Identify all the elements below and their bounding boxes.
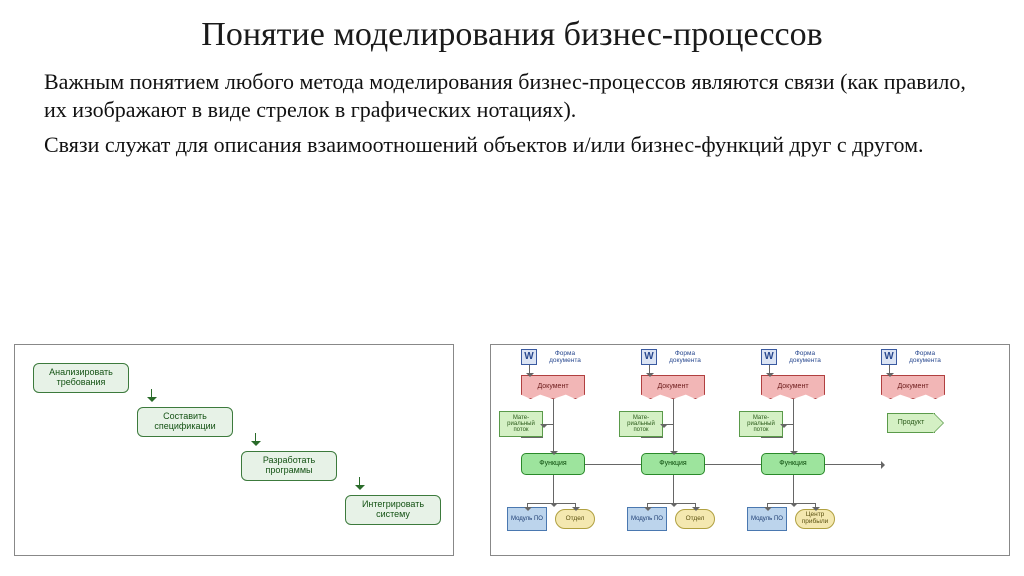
function-node: Функция — [641, 453, 705, 475]
document-node: Документ — [881, 375, 945, 399]
form-icon: W — [881, 349, 897, 365]
connector — [761, 437, 783, 438]
connector — [705, 464, 761, 465]
connector — [647, 503, 695, 504]
material-node: Мате- риальный поток — [739, 411, 783, 437]
document-node: Документ — [761, 375, 825, 399]
function-node: Функция — [761, 453, 825, 475]
document-node: Документ — [641, 375, 705, 399]
connector — [529, 365, 530, 373]
form-icon: W — [521, 349, 537, 365]
form-label: Форма документа — [779, 349, 831, 367]
waterfall-arrow — [251, 441, 261, 451]
document-node: Документ — [521, 375, 585, 399]
connector — [767, 503, 815, 504]
connector — [585, 464, 641, 465]
connector — [649, 365, 650, 373]
function-node: Функция — [521, 453, 585, 475]
connector — [553, 399, 554, 451]
material-node: Мате- риальный поток — [619, 411, 663, 437]
org-node: Отдел — [675, 509, 715, 529]
form-label: Форма документа — [539, 349, 591, 367]
waterfall-step: Анализировать требования — [33, 363, 129, 393]
waterfall-arrow — [355, 485, 365, 495]
waterfall-step: Разработать программы — [241, 451, 337, 481]
product-node: Продукт — [887, 413, 935, 433]
waterfall-arrow — [147, 397, 157, 407]
paragraph-1: Важным понятием любого метода моделирова… — [0, 68, 1024, 123]
connector — [793, 399, 794, 451]
connector — [769, 365, 770, 373]
connector — [695, 503, 696, 507]
material-node: Мате- риальный поток — [499, 411, 543, 437]
connector — [521, 437, 543, 438]
connector — [527, 503, 528, 507]
connector — [793, 475, 794, 503]
form-icon: W — [641, 349, 657, 365]
connector — [673, 475, 674, 503]
form-label: Форма документа — [659, 349, 711, 367]
connector — [527, 503, 575, 504]
connector — [673, 399, 674, 451]
form-icon: W — [761, 349, 777, 365]
connector — [553, 475, 554, 503]
org-node: Отдел — [555, 509, 595, 529]
diagram-row: Анализировать требования Составить специф… — [14, 344, 1010, 556]
connector — [641, 437, 663, 438]
slide-title: Понятие моделирования бизнес-процессов — [0, 0, 1024, 54]
waterfall-step: Интегрировать систему — [345, 495, 441, 525]
connector — [767, 503, 768, 507]
connector — [825, 464, 881, 465]
org-node: Центр прибыли — [795, 509, 835, 529]
waterfall-step: Составить спецификации — [137, 407, 233, 437]
paragraph-2: Связи служат для описания взаимоотношени… — [0, 131, 1024, 159]
connector — [815, 503, 816, 507]
epc-diagram: WФорма документаДокументМате- риальный п… — [490, 344, 1010, 556]
waterfall-diagram: Анализировать требования Составить специф… — [14, 344, 454, 556]
connector — [575, 503, 576, 507]
connector — [647, 503, 648, 507]
connector — [889, 365, 890, 373]
form-label: Форма документа — [899, 349, 951, 367]
